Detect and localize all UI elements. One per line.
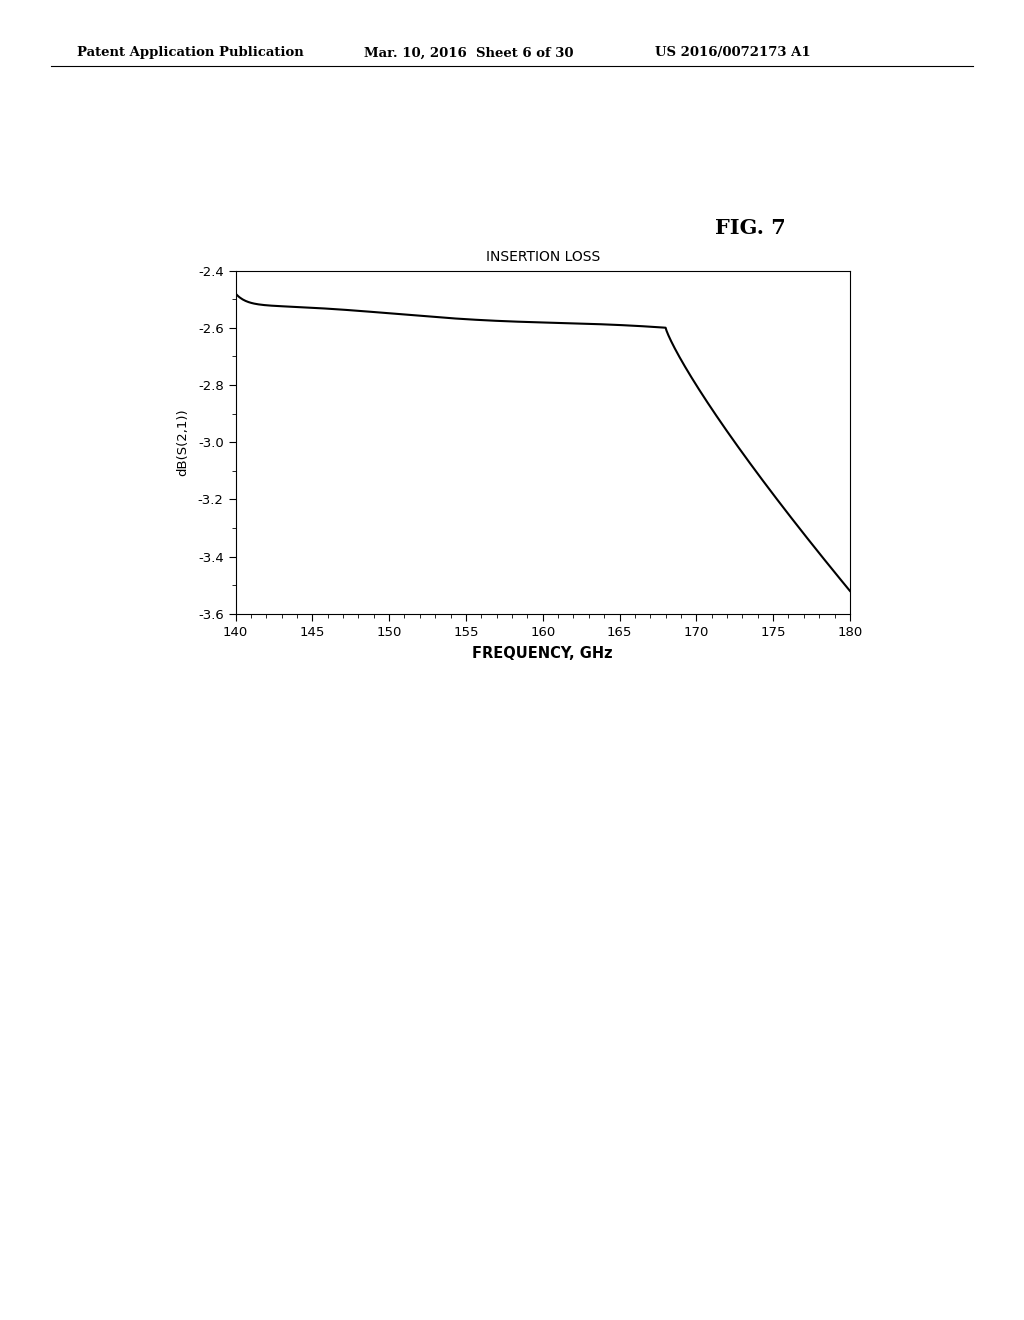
Y-axis label: dB(S(2,1)): dB(S(2,1)) [176, 408, 189, 477]
Text: Patent Application Publication: Patent Application Publication [77, 46, 303, 59]
Text: US 2016/0072173 A1: US 2016/0072173 A1 [655, 46, 811, 59]
Text: Mar. 10, 2016  Sheet 6 of 30: Mar. 10, 2016 Sheet 6 of 30 [364, 46, 573, 59]
X-axis label: FREQUENCY, GHz: FREQUENCY, GHz [472, 645, 613, 660]
Text: FIG. 7: FIG. 7 [715, 218, 785, 238]
Title: INSERTION LOSS: INSERTION LOSS [485, 249, 600, 264]
